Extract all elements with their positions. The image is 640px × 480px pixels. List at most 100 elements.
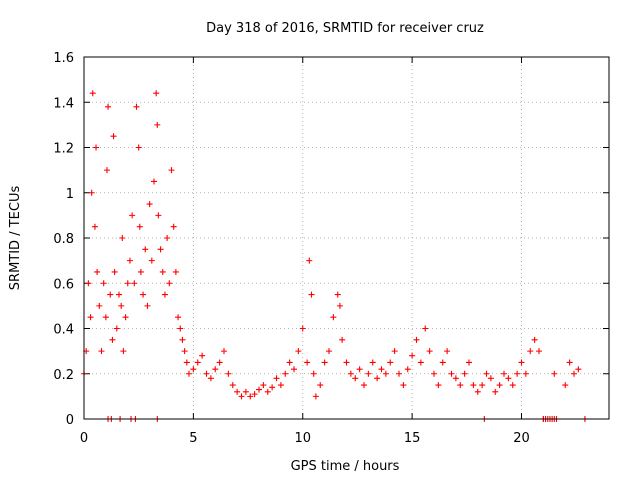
data-point [518, 359, 525, 366]
data-point [111, 268, 118, 275]
x-tick-label: 15 [404, 431, 421, 446]
data-point [347, 370, 354, 377]
data-point [431, 370, 437, 377]
data-point [199, 352, 206, 359]
data-point [400, 382, 407, 389]
data-point [148, 257, 155, 264]
data-point [118, 302, 125, 309]
data-point [146, 201, 153, 208]
data-point [396, 370, 402, 377]
data-point [183, 359, 190, 366]
data-point [417, 359, 424, 366]
data-point [110, 133, 117, 140]
data-point [505, 375, 512, 382]
data-point [291, 366, 297, 373]
data-point [131, 280, 138, 287]
data-point [172, 268, 179, 275]
x-tick-label: 0 [80, 431, 88, 446]
data-point [334, 291, 341, 298]
grid [84, 57, 609, 419]
data-point [144, 302, 151, 309]
data-point [151, 178, 157, 185]
data-point [98, 348, 105, 355]
data-point [164, 235, 171, 241]
data-point [133, 103, 140, 110]
data-point [122, 314, 129, 321]
data-point [170, 223, 177, 230]
data-point [321, 359, 328, 366]
data-point [216, 359, 223, 366]
x-tick-label: 20 [513, 431, 530, 446]
data-point [212, 366, 219, 373]
data-point [175, 314, 182, 321]
plot-frame [83, 56, 610, 420]
y-tick-label: 1 [66, 187, 74, 202]
data-point [470, 382, 477, 389]
data-point [391, 348, 398, 355]
data-point [260, 382, 267, 389]
data-point [299, 325, 306, 332]
data-point [474, 388, 481, 395]
data-point [330, 314, 337, 321]
data-point [140, 291, 147, 298]
y-tick-labels: 0 0.2 0.4 0.6 0.8 1 1.2 1.4 1.6 [53, 51, 74, 428]
data-point [317, 382, 324, 389]
data-point [336, 302, 343, 309]
data-point [100, 280, 107, 287]
data-point [312, 393, 319, 400]
data-point [135, 144, 142, 151]
data-point [116, 291, 122, 298]
data-point [536, 348, 542, 355]
data-point [109, 336, 116, 343]
data-point [571, 370, 577, 377]
data-point [343, 359, 350, 366]
data-point [93, 144, 100, 151]
data-point [310, 370, 317, 377]
data-point [448, 370, 455, 377]
data-point [159, 268, 166, 275]
y-tick-label: 1.6 [53, 51, 74, 66]
data-point [177, 325, 184, 332]
data-point [113, 325, 120, 332]
data-point [269, 384, 276, 391]
data-point [551, 370, 558, 377]
data-point [413, 336, 420, 343]
data-point [522, 370, 529, 377]
data-point [107, 291, 114, 298]
data-point [124, 280, 131, 287]
data-point [96, 302, 103, 309]
data-point [435, 382, 442, 389]
data-point [273, 375, 280, 382]
data-point [562, 382, 569, 389]
data-point [119, 235, 126, 241]
data-point [105, 103, 112, 110]
data-point [339, 336, 346, 343]
data-point [369, 359, 376, 366]
data-point [352, 375, 359, 382]
data-point [361, 382, 367, 389]
data-point [483, 370, 490, 377]
data-point [426, 348, 433, 355]
data-point [234, 388, 241, 395]
data-point [404, 366, 411, 373]
data-point [190, 366, 197, 373]
x-tick-label: 10 [294, 431, 311, 446]
data-point [89, 90, 96, 97]
data-point [137, 268, 144, 275]
data-point [466, 359, 472, 366]
data-point [439, 359, 446, 366]
data-point [129, 212, 136, 219]
data-point [221, 348, 227, 355]
data-point [179, 336, 186, 343]
data-point [487, 375, 494, 382]
data-point [326, 348, 332, 355]
data-point [264, 388, 271, 395]
data-point [136, 223, 143, 230]
data-point [496, 382, 503, 389]
data-point [492, 388, 499, 395]
data-point [382, 370, 389, 377]
y-tick-label: 0.8 [53, 232, 74, 247]
data-point [457, 382, 464, 389]
data-point [166, 280, 173, 287]
y-tick-label: 1.2 [53, 142, 74, 157]
